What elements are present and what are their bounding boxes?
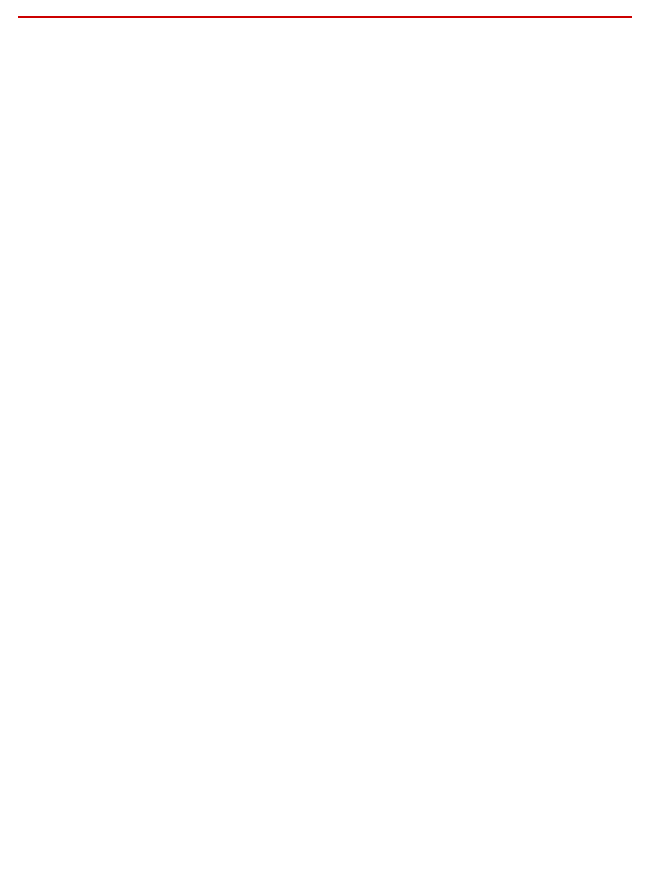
title-divider	[18, 16, 632, 18]
page-root	[0, 0, 650, 62]
